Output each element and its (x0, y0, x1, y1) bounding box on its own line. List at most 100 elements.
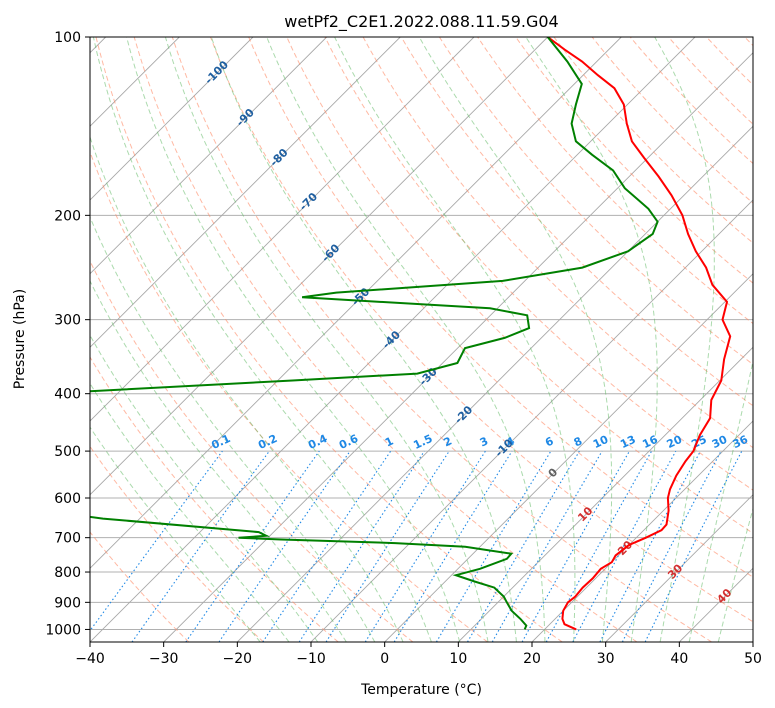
x-tick-label: 20 (523, 651, 541, 667)
mixing-ratio-line (218, 450, 351, 642)
isotherm-line (90, 37, 696, 642)
mixing-ratio-label: 36 (731, 433, 751, 451)
dry-adiabat-label: -100 (202, 58, 231, 87)
isotherm-line (457, 346, 753, 642)
x-tick-label: −30 (149, 651, 179, 667)
mixing-ratio-line (644, 450, 743, 642)
x-axis-ticks: −40 −30 −20 −10 0 10 20 30 40 50 (75, 642, 762, 667)
dry-adiabat-label: -80 (267, 146, 290, 169)
mixing-ratio-label: 16 (640, 433, 660, 451)
mixing-ratio-label: 2 (442, 434, 454, 449)
mixing-ratio-line (185, 450, 320, 642)
dewpoint-line (90, 37, 659, 630)
mixing-ratio-label: 1.5 (411, 432, 434, 452)
moist-adiabat-line (90, 382, 290, 642)
isotherm-line (90, 37, 549, 496)
y-tick-label: 100 (54, 30, 81, 46)
x-tick-label: −10 (296, 651, 326, 667)
dry-adiabat-line (90, 531, 190, 642)
moist-adiabat-line (210, 37, 517, 642)
y-tick-label: 900 (54, 595, 81, 611)
dry-adiabat-line (286, 37, 753, 534)
isotherm-line (605, 494, 753, 642)
mixing-ratio-line (599, 450, 701, 642)
y-tick-label: 1000 (45, 622, 81, 638)
mixing-ratio-label: 10 (591, 433, 611, 451)
mixing-ratio-line (131, 450, 270, 642)
dry-adiabat-line (133, 37, 638, 642)
x-axis-label: Temperature (°C) (360, 682, 482, 698)
moist-adiabat-line (90, 334, 319, 642)
dry-adiabat-line (324, 37, 753, 491)
dry-adiabat-line (90, 445, 264, 642)
mixing-ratio-line (545, 450, 653, 642)
x-tick-label: 30 (597, 651, 615, 667)
isotherm-line (678, 567, 753, 642)
dry-adiabat-label: 10 (575, 504, 595, 524)
x-tick-label: −40 (75, 651, 105, 667)
isotherm-line (90, 37, 475, 422)
mixing-ratio-line (393, 450, 513, 642)
dry-adiabat-line (400, 37, 753, 407)
dry-adiabat-line (477, 37, 753, 325)
x-tick-label: −20 (223, 651, 253, 667)
y-tick-label: 700 (54, 531, 81, 547)
dry-adiabat-line (248, 37, 753, 578)
temperature-line (547, 37, 732, 631)
mixing-ratio-label: 3 (478, 434, 490, 449)
dry-adiabat-label: -50 (349, 285, 372, 308)
mixing-ratio-line (621, 450, 722, 642)
moist-adiabat-line (266, 37, 546, 642)
profile-lines (90, 37, 732, 631)
mixing-ratio-label: 1 (383, 434, 395, 449)
moist-adiabat-line (525, 37, 658, 642)
isotherm-line (531, 420, 753, 642)
dry-adiabat-line (171, 37, 712, 642)
y-tick-label: 800 (54, 565, 81, 581)
isotherm-line (90, 37, 254, 201)
mixing-ratio-line (521, 450, 630, 642)
moist-adiabat-line (90, 215, 376, 642)
x-tick-label: 40 (670, 651, 688, 667)
dry-adiabat-line (705, 37, 753, 86)
isotherm-line (90, 37, 328, 275)
y-tick-label: 300 (54, 313, 81, 329)
isotherm-line (163, 52, 753, 642)
dry-adiabat-line (744, 37, 753, 47)
background-lines (90, 24, 775, 642)
mixing-ratio-label: 13 (618, 433, 637, 451)
y-tick-label: 600 (54, 491, 81, 507)
mixing-ratio-label: 20 (665, 433, 685, 451)
dry-adiabat-line (515, 37, 753, 284)
dry-adiabat-line (95, 37, 563, 642)
dry-adiabat-line (667, 37, 753, 125)
dry-adiabat-label: 40 (714, 586, 734, 606)
moist-adiabat-line (717, 506, 753, 642)
y-tick-label: 500 (54, 444, 81, 460)
x-tick-label: 50 (744, 651, 762, 667)
mixing-ratio-label: 0.4 (306, 432, 329, 452)
moist-adiabat-line (92, 37, 432, 642)
mixing-ratio-label: 6 (543, 434, 556, 449)
dry-adiabat-line (90, 259, 414, 642)
dry-adiabat-line (591, 37, 753, 204)
moist-adiabat-line (418, 37, 613, 642)
mixing-ratio-line (262, 450, 392, 642)
moist-adiabat-line (654, 37, 715, 642)
dry-adiabat-line (90, 356, 339, 642)
moist-adiabat-line (688, 358, 753, 642)
dry-adiabat-label: -20 (452, 403, 475, 426)
moist-adiabat-line (164, 37, 489, 642)
isotherm-line (90, 37, 622, 569)
dry-adiabat-line (770, 24, 775, 642)
dry-adiabat-label: -70 (297, 190, 320, 213)
dry-adiabat-label: -40 (380, 328, 403, 351)
adiabat-labels: 0.1 0.2 0.4 0.6 1 1.5 2 3 4 6 8 10 13 16 20 25 30 36-100-… (202, 58, 750, 606)
y-tick-label: 400 (54, 387, 81, 403)
mixing-ratio-label: 0.1 (209, 432, 232, 452)
mixing-ratio-line (572, 450, 677, 642)
isotherm-line (310, 199, 753, 642)
chart-title: wetPf2_C2E1.2022.088.11.59.G04 (284, 12, 558, 32)
dry-adiabat-label: -60 (319, 241, 342, 264)
